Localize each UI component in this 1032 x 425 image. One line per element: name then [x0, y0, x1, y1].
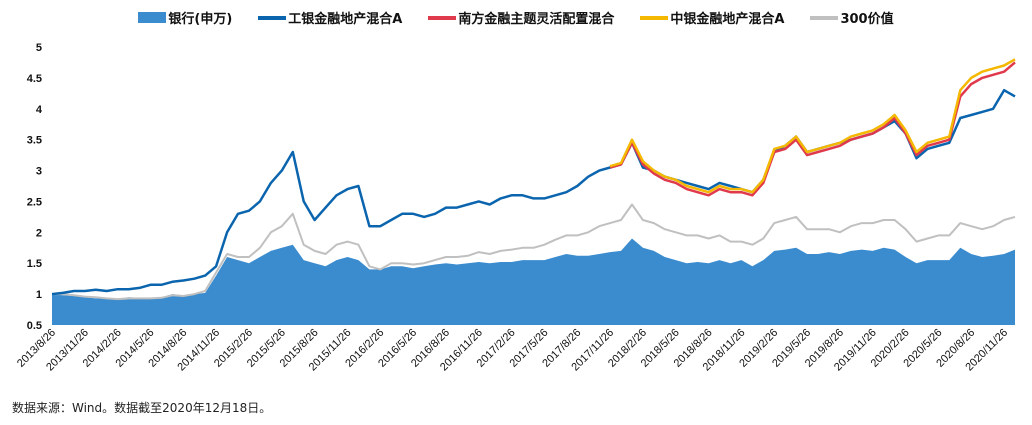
legend-item: 工银金融地产混合A	[258, 8, 402, 27]
source-note: 数据来源：Wind。数据截至2020年12月18日。	[12, 401, 272, 415]
legend-swatch	[258, 15, 287, 20]
legend-swatch	[138, 12, 167, 23]
legend-label: 银行(申万)	[168, 12, 233, 27]
legend-swatch	[810, 15, 839, 20]
series-3-line	[609, 61, 1016, 197]
legend-item: 银行(申万)	[138, 8, 232, 27]
legend-label: 中银金融地产混合A	[670, 12, 785, 27]
legend-swatch	[428, 15, 457, 20]
legend-item: 中银金融地产混合A	[640, 8, 784, 27]
y-tick-label: 4.5	[27, 73, 42, 85]
y-tick-label: 3	[36, 166, 42, 178]
y-tick-label: 0.5	[27, 320, 42, 332]
series-1-line	[52, 203, 1016, 301]
legend-label: 工银金融地产混合A	[288, 12, 403, 27]
y-tick-label: 1.5	[27, 258, 42, 270]
legend-label: 300价值	[840, 12, 894, 27]
y-tick-label: 3.5	[27, 135, 42, 147]
y-tick-label: 2.5	[27, 196, 42, 208]
legend-swatch	[640, 15, 669, 20]
series-0-area	[52, 238, 1015, 325]
y-tick-label: 4	[36, 104, 43, 116]
legend-item: 南方金融主题灵活配置混合	[428, 8, 614, 27]
y-tick-label: 2	[36, 227, 42, 239]
y-tick-label: 5	[36, 42, 42, 54]
legend: 银行(申万) 工银金融地产混合A 南方金融主题灵活配置混合 中银金融地产混合A 300价…	[0, 8, 1032, 27]
series-4-line	[609, 58, 1016, 194]
legend-item: 300价值	[810, 8, 894, 27]
legend-label: 南方金融主题灵活配置混合	[458, 12, 615, 27]
y-tick-label: 1	[36, 289, 42, 301]
